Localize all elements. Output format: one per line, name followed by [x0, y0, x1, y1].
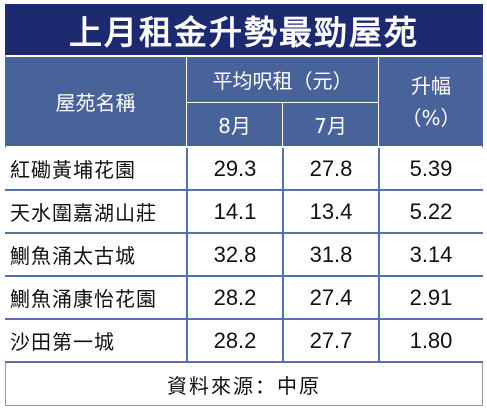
- header-rent-label: 平均呎租（元）: [212, 69, 353, 93]
- rise-value: 5.39: [409, 155, 453, 181]
- header-jul-label: 7月: [314, 114, 347, 138]
- row-divider: [5, 318, 483, 320]
- rent-aug: 14.1: [213, 198, 257, 224]
- rent-jul: 27.4: [309, 284, 353, 310]
- row-divider: [5, 361, 483, 363]
- rent-jul: 27.7: [309, 327, 353, 353]
- estate-name: 紅磡黃埔花園: [10, 158, 136, 182]
- column-divider: [378, 148, 380, 363]
- estate-name: 鰂魚涌太古城: [10, 244, 136, 268]
- table-row: 天水圍嘉湖山莊 14.1 13.4 5.22: [5, 191, 483, 232]
- header-rise: 升幅 （%）: [379, 57, 483, 146]
- column-divider: [282, 148, 284, 363]
- table-row: 鰂魚涌太古城 32.8 31.8 3.14: [5, 234, 483, 275]
- rent-jul: 13.4: [309, 198, 353, 224]
- row-divider: [5, 189, 483, 191]
- header-aug-label: 8月: [218, 114, 251, 138]
- header-estate-label: 屋苑名稱: [55, 91, 136, 115]
- header-rent-group: 平均呎租（元）: [187, 57, 378, 102]
- rent-aug: 28.2: [213, 284, 257, 310]
- header-month-jul: 7月: [283, 103, 378, 146]
- rise-value: 3.14: [409, 241, 453, 267]
- table-row: 沙田第一城 28.2 27.7 1.80: [5, 320, 483, 361]
- row-divider: [5, 232, 483, 234]
- header-estate-name: 屋苑名稱: [5, 57, 186, 146]
- rise-value: 2.91: [409, 284, 453, 310]
- header-rise-label: 升幅: [411, 73, 451, 98]
- estate-name: 天水圍嘉湖山莊: [10, 201, 157, 225]
- rent-aug: 32.8: [213, 241, 257, 267]
- rent-aug: 28.2: [213, 327, 257, 353]
- rise-value: 5.22: [409, 198, 453, 224]
- rent-aug: 29.3: [213, 155, 257, 181]
- row-divider: [5, 275, 483, 277]
- rent-jul: 27.8: [309, 155, 353, 181]
- table-row: 紅磡黃埔花園 29.3 27.8 5.39: [5, 148, 483, 189]
- rise-value: 1.80: [409, 327, 453, 353]
- table-title: 上月租金升勢最勁屋苑: [5, 4, 483, 55]
- rent-jul: 31.8: [309, 241, 353, 267]
- table-row: 鰂魚涌康怡花園 28.2 27.4 2.91: [5, 277, 483, 318]
- header-month-aug: 8月: [187, 103, 282, 146]
- estate-name: 鰂魚涌康怡花園: [10, 287, 157, 311]
- column-divider: [186, 148, 188, 363]
- source-note: 資料來源：中原: [167, 374, 321, 398]
- estate-name: 沙田第一城: [10, 330, 115, 354]
- header-rise-unit: （%）: [401, 105, 461, 130]
